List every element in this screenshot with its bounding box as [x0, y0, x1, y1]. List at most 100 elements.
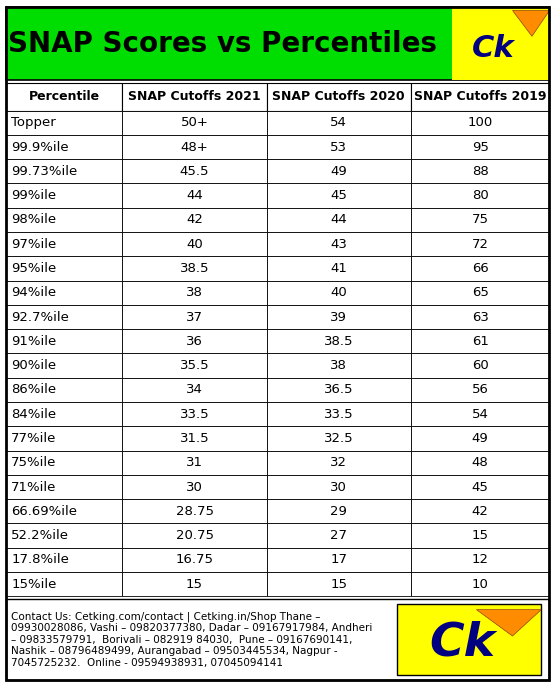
Text: 31.5: 31.5 [180, 432, 209, 445]
FancyBboxPatch shape [266, 329, 411, 353]
FancyBboxPatch shape [266, 256, 411, 280]
FancyBboxPatch shape [266, 523, 411, 548]
Text: 92.7%ile: 92.7%ile [11, 311, 69, 324]
FancyBboxPatch shape [6, 378, 123, 402]
Text: 30: 30 [186, 480, 203, 493]
FancyBboxPatch shape [266, 548, 411, 572]
Text: 66.69%ile: 66.69%ile [11, 505, 77, 518]
Text: 40: 40 [330, 286, 347, 300]
FancyBboxPatch shape [411, 353, 549, 378]
FancyBboxPatch shape [266, 280, 411, 305]
Text: 16.75: 16.75 [175, 554, 214, 566]
FancyBboxPatch shape [266, 378, 411, 402]
Polygon shape [513, 10, 549, 36]
Text: 45: 45 [330, 189, 347, 202]
FancyBboxPatch shape [6, 572, 123, 596]
FancyBboxPatch shape [6, 256, 123, 280]
Text: 91%ile: 91%ile [11, 335, 57, 348]
FancyBboxPatch shape [411, 523, 549, 548]
Text: 50+: 50+ [180, 116, 209, 129]
FancyBboxPatch shape [123, 111, 266, 135]
Text: 27: 27 [330, 529, 347, 542]
Text: 42: 42 [186, 214, 203, 227]
FancyBboxPatch shape [411, 329, 549, 353]
Text: 37: 37 [186, 311, 203, 324]
FancyBboxPatch shape [123, 378, 266, 402]
FancyBboxPatch shape [411, 111, 549, 135]
FancyBboxPatch shape [266, 572, 411, 596]
Text: 97%ile: 97%ile [11, 238, 57, 251]
FancyBboxPatch shape [266, 475, 411, 499]
FancyBboxPatch shape [123, 256, 266, 280]
FancyBboxPatch shape [123, 183, 266, 207]
FancyBboxPatch shape [266, 402, 411, 427]
Text: 35.5: 35.5 [180, 359, 209, 372]
Text: 36.5: 36.5 [324, 383, 354, 396]
FancyBboxPatch shape [411, 256, 549, 280]
Text: 33.5: 33.5 [324, 407, 354, 420]
FancyBboxPatch shape [411, 572, 549, 596]
Text: SNAP Cutoffs 2019: SNAP Cutoffs 2019 [414, 91, 546, 103]
Text: Topper: Topper [11, 116, 56, 129]
FancyBboxPatch shape [452, 7, 549, 80]
Text: 88: 88 [472, 165, 488, 178]
FancyBboxPatch shape [411, 135, 549, 159]
Text: 98%ile: 98%ile [11, 214, 56, 227]
Text: 42: 42 [472, 505, 488, 518]
FancyBboxPatch shape [123, 572, 266, 596]
Text: 44: 44 [186, 189, 203, 202]
Text: SNAP Cutoffs 2021: SNAP Cutoffs 2021 [128, 91, 261, 103]
FancyBboxPatch shape [266, 499, 411, 523]
Text: 15: 15 [472, 529, 488, 542]
Text: 38: 38 [330, 359, 347, 372]
FancyBboxPatch shape [266, 135, 411, 159]
Text: SNAP Scores vs Percentiles: SNAP Scores vs Percentiles [8, 30, 436, 58]
Text: 29: 29 [330, 505, 347, 518]
FancyBboxPatch shape [266, 232, 411, 256]
FancyBboxPatch shape [123, 232, 266, 256]
Text: 39: 39 [330, 311, 347, 324]
Text: 54: 54 [472, 407, 488, 420]
Text: 44: 44 [330, 214, 347, 227]
FancyBboxPatch shape [6, 499, 123, 523]
FancyBboxPatch shape [123, 475, 266, 499]
Polygon shape [476, 609, 541, 636]
Text: Ck: Ck [472, 34, 514, 63]
Text: 56: 56 [472, 383, 488, 396]
Text: 28.75: 28.75 [175, 505, 214, 518]
FancyBboxPatch shape [6, 523, 123, 548]
Text: Percentile: Percentile [28, 91, 99, 103]
Text: 63: 63 [472, 311, 488, 324]
FancyBboxPatch shape [411, 499, 549, 523]
FancyBboxPatch shape [123, 427, 266, 451]
Text: 15%ile: 15%ile [11, 578, 57, 591]
Text: 66: 66 [472, 262, 488, 275]
Text: 72: 72 [472, 238, 488, 251]
Text: 45.5: 45.5 [180, 165, 209, 178]
FancyBboxPatch shape [123, 548, 266, 572]
Text: 94%ile: 94%ile [11, 286, 56, 300]
FancyBboxPatch shape [411, 548, 549, 572]
FancyBboxPatch shape [411, 232, 549, 256]
FancyBboxPatch shape [411, 378, 549, 402]
Text: 77%ile: 77%ile [11, 432, 57, 445]
FancyBboxPatch shape [411, 83, 549, 111]
FancyBboxPatch shape [6, 329, 123, 353]
Text: 32.5: 32.5 [324, 432, 354, 445]
Text: 86%ile: 86%ile [11, 383, 56, 396]
FancyBboxPatch shape [6, 305, 123, 329]
FancyBboxPatch shape [123, 402, 266, 427]
FancyBboxPatch shape [6, 451, 123, 475]
Text: 53: 53 [330, 141, 347, 153]
Text: 75%ile: 75%ile [11, 456, 57, 469]
FancyBboxPatch shape [411, 207, 549, 232]
FancyBboxPatch shape [123, 499, 266, 523]
FancyBboxPatch shape [397, 604, 541, 675]
Text: 95: 95 [472, 141, 488, 153]
FancyBboxPatch shape [6, 83, 123, 111]
FancyBboxPatch shape [266, 353, 411, 378]
FancyBboxPatch shape [411, 475, 549, 499]
Text: 65: 65 [472, 286, 488, 300]
FancyBboxPatch shape [266, 111, 411, 135]
Text: 36: 36 [186, 335, 203, 348]
